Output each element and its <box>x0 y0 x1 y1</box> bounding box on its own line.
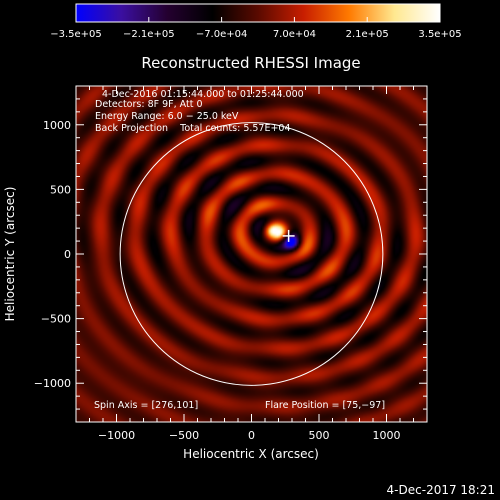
y-tick-label: 0 <box>64 248 71 261</box>
info-time-range: 4-Dec-2016 01:15:44.000 to 01:25:44.000 <box>102 89 304 100</box>
info-detectors: Detectors: 8F 9F, Att 0 <box>95 99 203 110</box>
colorbar-tick-label: 3.5e+05 <box>418 29 461 40</box>
colorbar-tick-label: 7.0e+04 <box>273 29 316 40</box>
x-tick-label: 0 <box>248 429 255 442</box>
y-tick-label: −500 <box>41 313 71 326</box>
x-axis-ticks: −1000 −500 0 500 1000 <box>89 86 414 442</box>
flare-position-label: Flare Position = [75,−97] <box>265 400 385 411</box>
footer-date: 4-Dec-2017 18:21 <box>387 483 495 497</box>
y-axis-label: Heliocentric Y (arcsec) <box>3 187 17 322</box>
y-tick-label: 1000 <box>43 119 71 132</box>
spin-axis-label: Spin Axis = [276,101] <box>94 400 198 411</box>
info-block: 4-Dec-2016 01:15:44.000 to 01:25:44.000 … <box>95 89 304 134</box>
colorbar-tick-label: −3.5e+05 <box>50 29 102 40</box>
y-axis-ticks: −1000 −500 0 500 1000 <box>34 98 427 410</box>
y-tick-label: 500 <box>50 183 71 196</box>
colorbar-tick-label: 2.1e+05 <box>346 29 389 40</box>
x-tick-label: 1000 <box>373 429 401 442</box>
y-tick-label: −1000 <box>34 377 71 390</box>
flare-position-marker <box>282 229 295 242</box>
x-tick-label: −1000 <box>98 429 135 442</box>
colorbar <box>75 3 441 23</box>
plot-area: −1000 −500 0 500 1000 −1000 −500 0 500 1000 <box>34 85 428 442</box>
x-tick-label: 500 <box>309 429 330 442</box>
colorbar-tick-label: −2.1e+05 <box>123 29 175 40</box>
x-tick-label: −500 <box>169 429 199 442</box>
solar-limb-circle <box>119 122 384 386</box>
x-axis-label: Heliocentric X (arcsec) <box>183 447 319 461</box>
info-method-counts: Back Projection Total counts: 5.57E+04 <box>95 123 291 134</box>
colorbar-ticks: −3.5e+05 −2.1e+05 −7.0e+04 7.0e+04 2.1e+05 3.… <box>50 17 462 40</box>
chart-title: Reconstructed RHESSI Image <box>141 54 360 72</box>
info-energy-range: Energy Range: 6.0 − 25.0 keV <box>95 111 239 122</box>
colorbar-tick-label: −7.0e+04 <box>196 29 248 40</box>
heatmap-image <box>76 86 427 422</box>
